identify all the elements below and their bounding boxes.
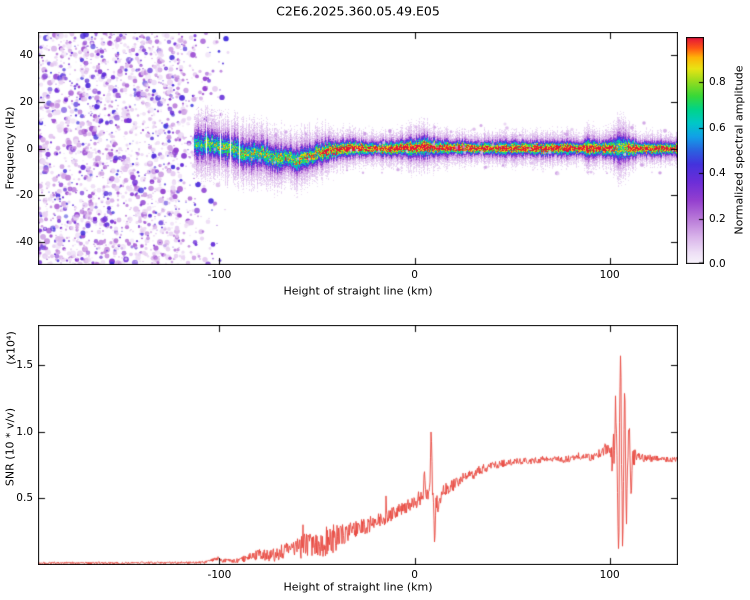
spectrogram-x-tick-label: -100 <box>207 269 232 281</box>
snr-canvas <box>38 325 678 565</box>
snr-xlabel: Height of straight line (km) <box>283 580 433 594</box>
snr-x-tick-label: 100 <box>599 569 620 581</box>
snr-x-tick-label: -100 <box>207 569 232 581</box>
snr-y-tick-label: 0.5 <box>16 492 33 505</box>
spectrogram-plot <box>38 32 678 265</box>
snr-y-tick-label: 1.5 <box>16 359 33 371</box>
colorbar-canvas <box>686 37 704 264</box>
spectrogram-y-tick-label: 20 <box>19 95 33 108</box>
colorbar-tick-label: 0.0 <box>709 258 726 270</box>
snr-y-tick-label: 1.0 <box>16 425 33 438</box>
colorbar-label: Normalized spectral amplitude <box>732 65 746 235</box>
spectrogram-y-tick-label: -20 <box>15 189 33 202</box>
colorbar-tick-label: 0.2 <box>709 212 726 225</box>
spectrogram-x-tick-label: 0 <box>411 269 418 281</box>
snr-ylabel: SNR (10 * v/v) <box>3 407 17 487</box>
colorbar-tick-label: 0.6 <box>709 121 726 134</box>
spectrogram-ylabel: Frequency (Hz) <box>3 106 17 190</box>
spectrogram-y-tick-label: -40 <box>15 235 33 248</box>
snr-x-tick-label: 0 <box>411 569 418 581</box>
spectrogram-x-tick-label: 100 <box>599 269 620 281</box>
spectrogram-canvas <box>38 32 678 265</box>
spectrogram-xlabel: Height of straight line (km) <box>283 284 433 298</box>
colorbar-tick-label: 0.8 <box>709 76 726 89</box>
spectrogram-y-tick-label: 40 <box>19 49 33 62</box>
snr-plot <box>38 325 678 565</box>
colorbar-tick-label: 0.4 <box>709 167 726 180</box>
spectrogram-y-tick-label: 0 <box>26 142 33 155</box>
colorbar <box>686 37 704 264</box>
figure-title: C2E6.2025.360.05.49.E05 <box>276 3 440 19</box>
